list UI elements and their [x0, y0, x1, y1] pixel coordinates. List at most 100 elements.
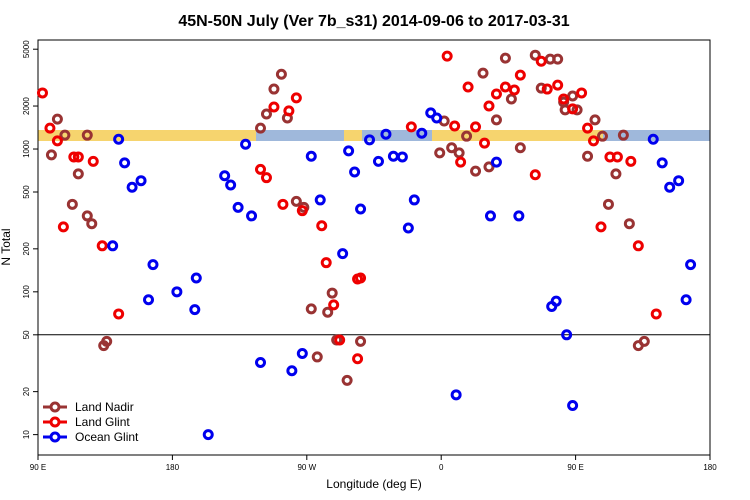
point: [66, 198, 78, 210]
y-tick-label: 200: [22, 242, 31, 256]
point: [387, 150, 399, 162]
point: [305, 303, 317, 315]
point: [190, 272, 202, 284]
point: [483, 161, 495, 173]
point: [311, 351, 323, 363]
point: [552, 79, 564, 91]
point: [364, 134, 376, 146]
point: [611, 151, 623, 163]
point: [219, 170, 231, 182]
point: [499, 81, 511, 93]
point: [51, 135, 63, 147]
point: [541, 83, 553, 95]
legend-label: Land Glint: [75, 415, 130, 429]
point: [455, 156, 467, 168]
point: [68, 151, 80, 163]
point: [462, 81, 474, 93]
point: [143, 294, 155, 306]
point: [408, 194, 420, 206]
point: [434, 147, 446, 159]
point: [416, 127, 428, 139]
point: [225, 179, 237, 191]
point: [610, 168, 622, 180]
point: [461, 130, 473, 142]
x-tick-label: 90 E: [567, 463, 583, 472]
point: [490, 88, 502, 100]
point: [602, 198, 614, 210]
point: [656, 157, 668, 169]
point: [87, 155, 99, 167]
point: [355, 272, 367, 284]
plot-frame: [37, 39, 711, 456]
point: [673, 175, 685, 187]
point: [349, 166, 361, 178]
point: [499, 52, 511, 64]
y-tick-label: 1000: [22, 140, 31, 158]
point: [567, 90, 579, 102]
point: [558, 93, 570, 105]
point: [490, 156, 502, 168]
point: [322, 306, 334, 318]
x-tick-label: 90 E: [30, 463, 46, 472]
point: [113, 133, 125, 145]
point: [483, 100, 495, 112]
point: [441, 50, 453, 62]
point: [81, 210, 93, 222]
legend-marker: [49, 416, 61, 428]
point: [535, 55, 547, 67]
y-tick-label: 10: [22, 430, 31, 439]
point: [44, 122, 56, 134]
point: [171, 286, 183, 298]
point: [277, 198, 289, 210]
point: [232, 201, 244, 213]
point: [405, 121, 417, 133]
x-tick-label: 90 W: [297, 463, 316, 472]
point: [552, 53, 564, 65]
point: [51, 113, 63, 125]
point: [255, 163, 267, 175]
point: [101, 335, 113, 347]
x-tick-label: 180: [703, 463, 717, 472]
point: [595, 221, 607, 233]
point: [268, 83, 280, 95]
point: [685, 259, 697, 271]
point: [484, 210, 496, 222]
point: [513, 210, 525, 222]
y-tick-label: 50: [22, 330, 31, 339]
point: [479, 137, 491, 149]
point: [72, 151, 84, 163]
point: [596, 130, 608, 142]
point: [135, 175, 147, 187]
point: [664, 181, 676, 193]
point: [550, 295, 562, 307]
legend-marker: [49, 431, 61, 443]
point: [202, 429, 214, 441]
point: [189, 304, 201, 316]
point: [59, 129, 71, 141]
point: [126, 181, 138, 193]
point: [328, 299, 340, 311]
legend-label: Land Nadir: [75, 400, 134, 414]
point: [514, 142, 526, 154]
point: [334, 334, 346, 346]
y-tick-label: 100: [22, 285, 31, 299]
point: [246, 210, 258, 222]
point: [514, 69, 526, 81]
point: [508, 84, 520, 96]
point: [450, 389, 462, 401]
point: [296, 205, 308, 217]
point: [431, 112, 443, 124]
point: [240, 138, 252, 150]
legend-marker: [49, 401, 61, 413]
point: [147, 259, 159, 271]
ocean-band: [256, 130, 344, 141]
point: [352, 353, 364, 365]
y-tick-label: 500: [22, 185, 31, 199]
point: [72, 168, 84, 180]
point: [617, 129, 629, 141]
point: [470, 121, 482, 133]
point: [260, 108, 272, 120]
point: [296, 347, 308, 359]
point: [290, 195, 302, 207]
